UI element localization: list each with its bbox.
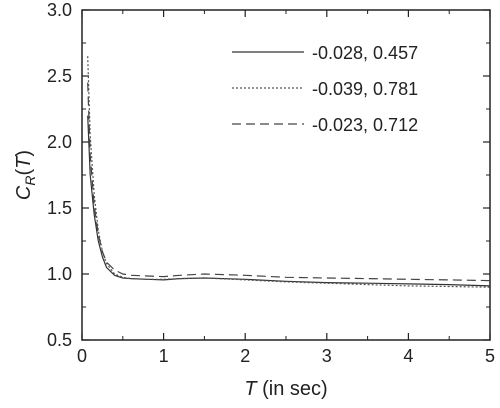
series-line-2 [87,56,491,288]
x-tick-label: 0 [77,346,87,366]
x-tick-label: 1 [159,346,169,366]
x-tick-label: 2 [240,346,250,366]
y-axis-label-sub: R [22,175,38,185]
legend-label-2: -0.039, 0.781 [312,79,418,99]
plot-frame [81,9,491,341]
legend-label-1: -0.028, 0.457 [312,43,418,63]
y-tick-label: 1.5 [47,198,72,218]
y-tick-label: 2.5 [47,66,72,86]
y-axis-label-close: ) [13,150,35,157]
legend-label-3: -0.023, 0.712 [312,115,418,135]
y-tick-label: 0.5 [47,330,72,350]
series-line-3 [87,82,491,282]
y-axis-label-var: T [13,155,35,169]
y-tick-label: 1.0 [47,264,72,284]
y-axis-label-main: C [13,185,35,200]
y-axis-label: CR(T) [13,150,38,200]
series-layer [87,56,491,288]
x-axis-label-rest: (in sec) [257,378,328,400]
x-tick-label: 3 [322,346,332,366]
x-axis-label-var: T [244,378,258,400]
series-line-1 [87,115,491,287]
legend: -0.028, 0.457 -0.039, 0.781 -0.023, 0.712 [232,43,418,135]
ticks-layer: 0 1 2 3 4 5 0.5 1.0 1.5 2.0 2.5 3.0 [47,0,495,366]
y-tick-label: 3.0 [47,0,72,20]
y-axis-label-open: ( [13,168,35,175]
x-tick-label: 5 [485,346,495,366]
x-tick-label: 4 [403,346,413,366]
y-tick-label: 2.0 [47,132,72,152]
x-axis-label: T (in sec) [244,378,327,400]
